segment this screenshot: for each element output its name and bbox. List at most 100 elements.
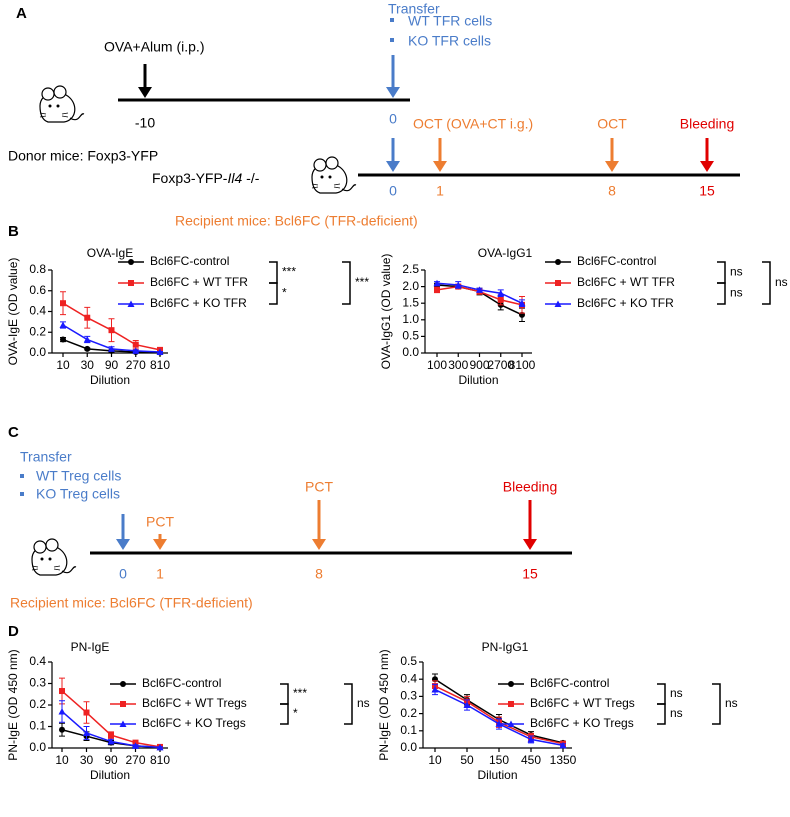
data-point <box>59 321 67 328</box>
legend-marker <box>128 259 134 265</box>
y-tick-label: 1.5 <box>402 295 419 309</box>
bullet <box>390 38 394 42</box>
significance-bracket <box>657 703 666 725</box>
x-axis-label: Dilution <box>90 373 130 387</box>
data-point <box>156 348 164 355</box>
data-point <box>60 300 66 307</box>
y-tick-label: 0.2 <box>400 706 417 720</box>
legend-marker <box>554 300 562 307</box>
significance-bracket <box>712 683 721 725</box>
day-label: 15 <box>699 183 715 199</box>
day-label: -10 <box>135 115 155 131</box>
recipient-mice: Recipient mice: Bcl6FC (TFR-deficient) <box>175 213 418 229</box>
y-tick-label: 1.0 <box>402 312 419 326</box>
x-tick-label: 10 <box>55 753 69 767</box>
significance-label: ns <box>670 706 683 720</box>
y-axis-label: OVA-IgE (OD value) <box>6 258 20 366</box>
x-tick-label: 900 <box>469 358 489 372</box>
y-tick-label: 0.0 <box>29 345 46 359</box>
legend-label: Bcl6FC-control <box>530 676 609 690</box>
y-tick-label: 0.3 <box>400 689 417 703</box>
data-point <box>84 345 91 352</box>
event-label: PCT <box>305 479 333 495</box>
y-tick-label: 0.4 <box>400 671 417 685</box>
legend-marker <box>120 681 126 687</box>
y-tick-label: 0.0 <box>400 740 417 754</box>
significance-label: *** <box>355 275 369 289</box>
legend-label: Bcl6FC + KO Tregs <box>530 716 634 730</box>
y-tick-label: 0.4 <box>29 304 46 318</box>
significance-bracket <box>280 683 289 705</box>
arrow-head <box>523 539 537 550</box>
day-label: 8 <box>315 566 323 582</box>
data-point <box>434 286 440 293</box>
y-tick-label: 0.5 <box>402 329 419 343</box>
y-tick-label: 0.4 <box>29 654 46 668</box>
legend-marker <box>119 720 127 727</box>
y-tick-label: 0.0 <box>29 740 46 754</box>
x-tick-label: 1350 <box>550 753 577 767</box>
day-label: 0 <box>119 566 127 582</box>
data-point <box>60 336 66 343</box>
significance-bracket <box>717 282 726 305</box>
x-axis-label: Dilution <box>90 768 130 782</box>
data-point <box>431 686 439 693</box>
x-tick-label: 10 <box>56 358 70 372</box>
mouse-icon <box>311 156 357 194</box>
x-tick-label: 90 <box>105 358 119 372</box>
x-tick-label: 150 <box>489 753 509 767</box>
legend-label: Bcl6FC-control <box>142 676 221 690</box>
bullet <box>390 18 394 22</box>
legend-label: Bcl6FC + WT Tregs <box>142 696 247 710</box>
transfer-title: Transfer <box>388 1 440 17</box>
panel-label: A <box>16 5 27 22</box>
data-point <box>132 347 140 354</box>
significance-label: *** <box>293 686 307 700</box>
data-point <box>59 688 65 695</box>
arrow-head <box>312 539 326 550</box>
data-point <box>132 341 139 348</box>
significance-label: *** <box>282 265 296 279</box>
significance-bracket <box>280 703 289 725</box>
data-point <box>59 726 65 733</box>
legend-marker <box>128 280 134 286</box>
data-point <box>108 732 114 739</box>
chart-title: PN-IgG1 <box>482 640 529 654</box>
y-tick-label: 2.5 <box>402 262 419 276</box>
significance-label: ns <box>357 696 370 710</box>
x-axis-label: Dilution <box>458 373 498 387</box>
arrow-head <box>386 161 400 172</box>
event-label: OCT (OVA+CT i.g.) <box>413 116 533 132</box>
y-tick-label: 0.8 <box>29 262 46 276</box>
legend-label: Bcl6FC + WT Tregs <box>530 696 635 710</box>
x-tick-label: 100 <box>427 358 447 372</box>
arrow-head <box>138 87 152 98</box>
x-tick-label: 10 <box>428 753 442 767</box>
x-tick-label: 30 <box>81 358 95 372</box>
arrow-head <box>386 87 400 98</box>
data-point <box>463 701 471 708</box>
data-point <box>559 741 567 749</box>
panel-label: C <box>8 424 19 441</box>
significance-label: * <box>282 286 287 300</box>
significance-bracket <box>717 261 726 284</box>
significance-label: ns <box>730 265 743 279</box>
mouse-icon <box>39 85 85 123</box>
day-label: 1 <box>436 183 444 199</box>
event-label: OVA+Alum (i.p.) <box>104 39 205 55</box>
arrow-head <box>700 161 714 172</box>
legend-marker <box>555 259 561 265</box>
bullet <box>20 474 24 478</box>
data-point <box>83 336 91 343</box>
day-label: 0 <box>389 183 397 199</box>
data-point <box>497 289 505 297</box>
x-tick-label: 270 <box>126 358 146 372</box>
y-tick-label: 2.0 <box>402 279 419 293</box>
arrow-head <box>433 161 447 172</box>
transfer-item: WT TFR cells <box>408 13 492 29</box>
x-tick-label: 810 <box>150 753 170 767</box>
data-point <box>58 707 66 715</box>
y-tick-label: 0.1 <box>29 719 46 733</box>
x-tick-label: 810 <box>150 358 170 372</box>
significance-bracket <box>344 683 353 725</box>
